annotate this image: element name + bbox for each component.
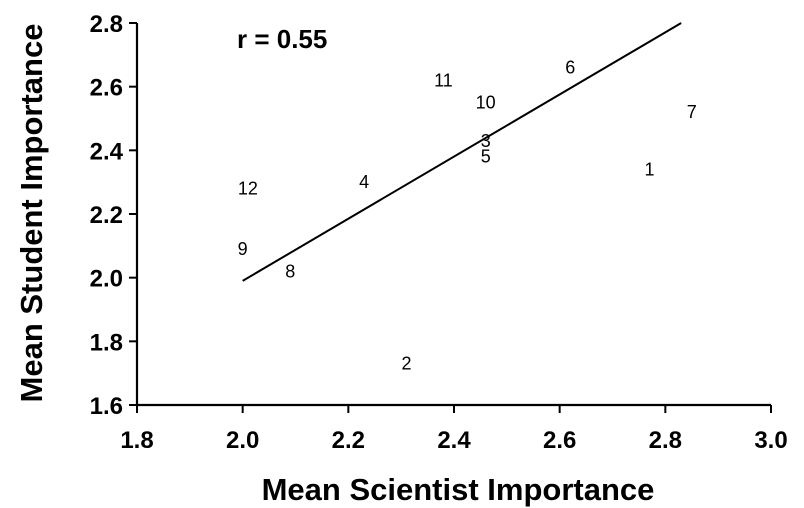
data-point-label: 9 bbox=[238, 239, 248, 259]
y-tick-label: 2.6 bbox=[90, 75, 123, 102]
data-point-label: 2 bbox=[401, 354, 411, 374]
data-point-label: 7 bbox=[687, 102, 697, 122]
x-tick-label: 2.0 bbox=[226, 427, 259, 454]
data-point-label: 12 bbox=[238, 179, 258, 199]
data-point-label: 4 bbox=[359, 172, 369, 192]
data-point-label: 8 bbox=[285, 261, 295, 281]
x-tick-label: 2.4 bbox=[437, 427, 471, 454]
data-point-label: 1 bbox=[644, 159, 654, 179]
data-point-label: 5 bbox=[481, 147, 491, 167]
data-point-label: 11 bbox=[434, 70, 453, 90]
y-tick-label: 2.0 bbox=[90, 266, 123, 293]
data-point-label: 6 bbox=[565, 58, 575, 78]
y-tick-label: 2.8 bbox=[90, 11, 123, 38]
y-tick-label: 2.2 bbox=[90, 202, 123, 229]
regression-line bbox=[242, 22, 682, 282]
regression-line-group bbox=[242, 22, 682, 282]
x-tick-label: 2.8 bbox=[649, 427, 682, 454]
y-tick-label: 2.4 bbox=[90, 138, 124, 165]
x-ticks: 1.8 2.0 2.2 2.4 2.6 2.8 3.0 bbox=[120, 405, 788, 454]
correlation-annotation: r = 0.55 bbox=[237, 24, 327, 54]
x-tick-label: 2.6 bbox=[543, 427, 576, 454]
x-axis-title: Mean Scientist Importance bbox=[262, 472, 655, 507]
data-point-label: 3 bbox=[481, 131, 491, 151]
y-tick-label: 1.6 bbox=[90, 393, 123, 420]
y-axis-title: Mean Student Importance bbox=[14, 24, 49, 403]
x-tick-label: 1.8 bbox=[120, 427, 153, 454]
x-tick-label: 3.0 bbox=[754, 427, 787, 454]
data-point-label: 10 bbox=[476, 93, 496, 113]
y-ticks: 1.6 1.8 2.0 2.2 2.4 2.6 2.8 bbox=[90, 11, 137, 420]
x-tick-label: 2.2 bbox=[332, 427, 365, 454]
y-tick-label: 1.8 bbox=[90, 329, 123, 356]
axes bbox=[135, 23, 771, 407]
